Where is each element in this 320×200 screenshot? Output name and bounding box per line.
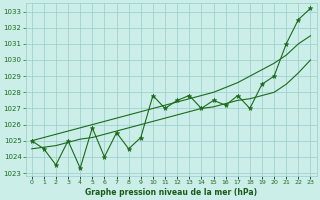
X-axis label: Graphe pression niveau de la mer (hPa): Graphe pression niveau de la mer (hPa)	[85, 188, 257, 197]
